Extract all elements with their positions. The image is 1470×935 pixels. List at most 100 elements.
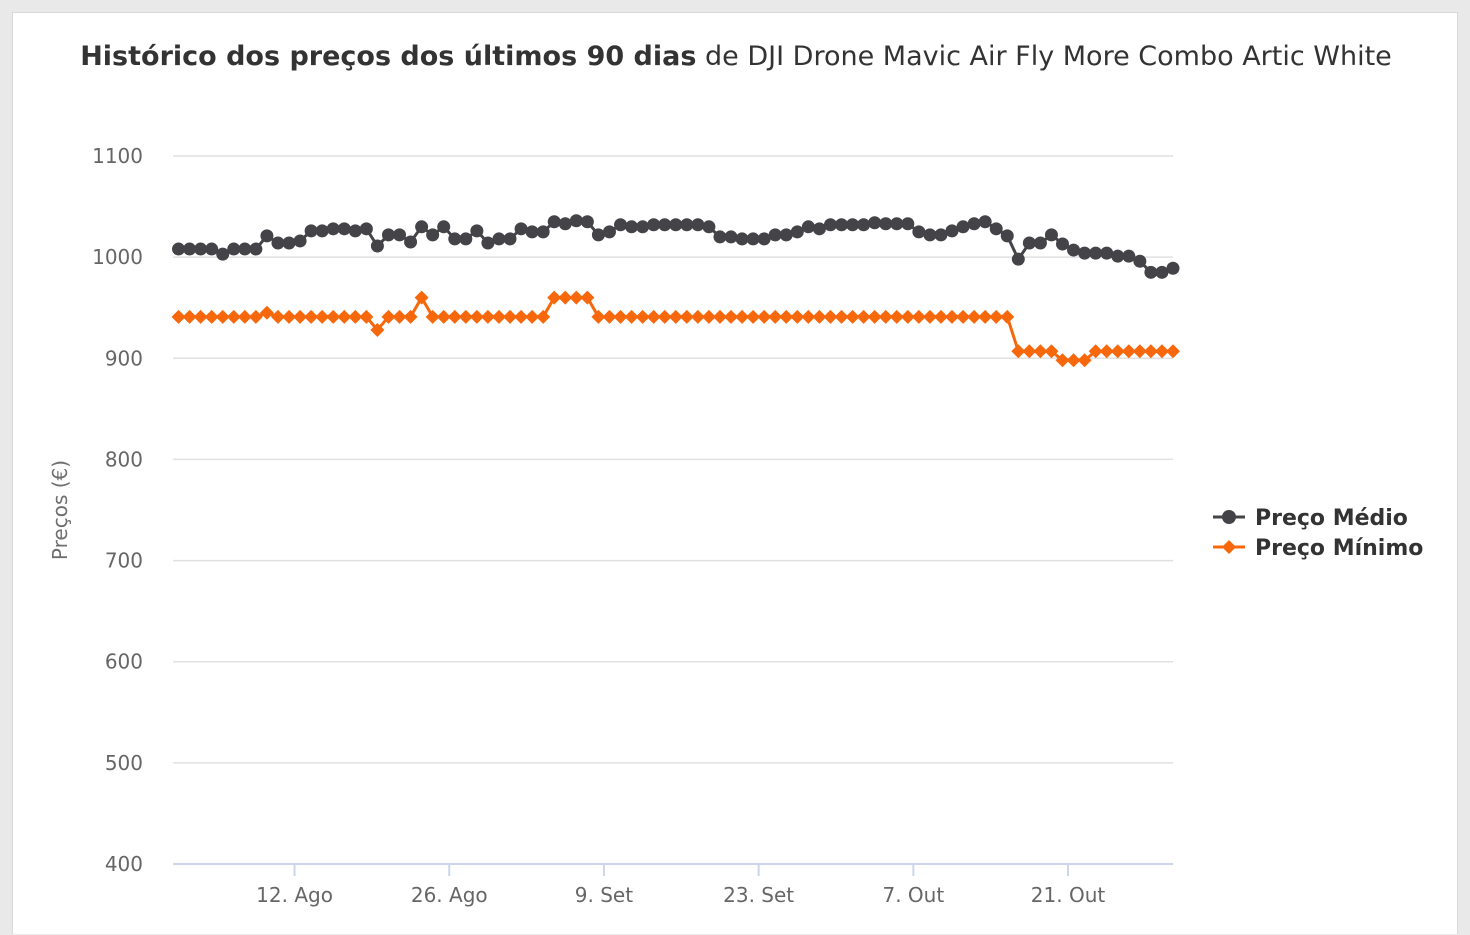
data-point-preco-minimo[interactable] bbox=[646, 309, 661, 324]
data-point-preco-minimo[interactable] bbox=[1055, 353, 1070, 368]
data-point-preco-medio[interactable] bbox=[790, 225, 804, 239]
legend-label-preco-minimo[interactable]: Preço Mínimo bbox=[1255, 536, 1423, 561]
data-point-preco-minimo[interactable] bbox=[193, 309, 208, 324]
data-point-preco-minimo[interactable] bbox=[878, 309, 893, 324]
data-point-preco-medio[interactable] bbox=[525, 225, 539, 239]
data-point-preco-minimo[interactable] bbox=[503, 309, 518, 324]
data-point-preco-minimo[interactable] bbox=[370, 322, 385, 337]
data-point-preco-minimo[interactable] bbox=[967, 309, 982, 324]
data-point-preco-medio[interactable] bbox=[989, 222, 1003, 236]
data-point-preco-medio[interactable] bbox=[337, 222, 351, 236]
data-point-preco-medio[interactable] bbox=[956, 220, 970, 234]
data-point-preco-medio[interactable] bbox=[205, 242, 219, 256]
data-point-preco-medio[interactable] bbox=[536, 225, 550, 239]
data-point-preco-medio[interactable] bbox=[216, 247, 230, 261]
data-point-preco-medio[interactable] bbox=[702, 220, 716, 234]
data-point-preco-medio[interactable] bbox=[625, 220, 639, 234]
data-point-preco-medio[interactable] bbox=[370, 239, 384, 253]
data-point-preco-minimo[interactable] bbox=[425, 309, 440, 324]
data-point-preco-medio[interactable] bbox=[823, 218, 837, 232]
data-point-preco-medio[interactable] bbox=[901, 217, 915, 231]
data-point-preco-medio[interactable] bbox=[879, 217, 893, 231]
data-point-preco-minimo[interactable] bbox=[668, 309, 683, 324]
data-point-preco-medio[interactable] bbox=[492, 232, 506, 246]
data-point-preco-minimo[interactable] bbox=[712, 309, 727, 324]
data-point-preco-medio[interactable] bbox=[912, 225, 926, 239]
data-point-preco-minimo[interactable] bbox=[978, 309, 993, 324]
legend-marker-preco-minimo[interactable] bbox=[1222, 540, 1236, 554]
data-point-preco-minimo[interactable] bbox=[768, 309, 783, 324]
data-point-preco-medio[interactable] bbox=[1111, 249, 1125, 263]
data-point-preco-minimo[interactable] bbox=[204, 309, 219, 324]
data-point-preco-minimo[interactable] bbox=[337, 309, 352, 324]
data-point-preco-medio[interactable] bbox=[448, 232, 462, 246]
data-point-preco-minimo[interactable] bbox=[1154, 344, 1169, 359]
data-point-preco-minimo[interactable] bbox=[293, 309, 308, 324]
data-point-preco-medio[interactable] bbox=[348, 224, 362, 238]
data-point-preco-medio[interactable] bbox=[381, 228, 395, 242]
data-point-preco-medio[interactable] bbox=[503, 232, 517, 246]
data-point-preco-medio[interactable] bbox=[1000, 229, 1014, 243]
data-point-preco-medio[interactable] bbox=[735, 232, 749, 246]
data-point-preco-minimo[interactable] bbox=[326, 309, 341, 324]
data-point-preco-medio[interactable] bbox=[304, 224, 318, 238]
data-point-preco-minimo[interactable] bbox=[701, 309, 716, 324]
data-point-preco-medio[interactable] bbox=[779, 228, 793, 242]
data-point-preco-medio[interactable] bbox=[172, 242, 186, 256]
data-point-preco-minimo[interactable] bbox=[436, 309, 451, 324]
data-point-preco-minimo[interactable] bbox=[790, 309, 805, 324]
data-point-preco-minimo[interactable] bbox=[757, 309, 772, 324]
data-point-preco-medio[interactable] bbox=[271, 236, 285, 250]
data-point-preco-medio[interactable] bbox=[768, 228, 782, 242]
data-point-preco-minimo[interactable] bbox=[779, 309, 794, 324]
data-point-preco-medio[interactable] bbox=[835, 218, 849, 232]
data-point-preco-minimo[interactable] bbox=[348, 309, 363, 324]
data-point-preco-medio[interactable] bbox=[558, 217, 572, 231]
data-point-preco-minimo[interactable] bbox=[215, 309, 230, 324]
data-point-preco-minimo[interactable] bbox=[315, 309, 330, 324]
data-point-preco-minimo[interactable] bbox=[414, 290, 429, 305]
data-point-preco-minimo[interactable] bbox=[933, 309, 948, 324]
data-point-preco-medio[interactable] bbox=[967, 217, 981, 231]
data-point-preco-medio[interactable] bbox=[459, 232, 473, 246]
data-point-preco-minimo[interactable] bbox=[602, 309, 617, 324]
data-point-preco-medio[interactable] bbox=[978, 215, 992, 229]
data-point-preco-medio[interactable] bbox=[1056, 237, 1070, 251]
data-point-preco-minimo[interactable] bbox=[911, 309, 926, 324]
data-point-preco-medio[interactable] bbox=[1044, 228, 1058, 242]
data-point-preco-medio[interactable] bbox=[1067, 243, 1081, 257]
data-point-preco-minimo[interactable] bbox=[569, 290, 584, 305]
data-point-preco-minimo[interactable] bbox=[1044, 344, 1059, 359]
data-point-preco-minimo[interactable] bbox=[812, 309, 827, 324]
data-point-preco-medio[interactable] bbox=[404, 235, 418, 249]
data-point-preco-medio[interactable] bbox=[868, 216, 882, 230]
data-point-preco-minimo[interactable] bbox=[491, 309, 506, 324]
data-point-preco-minimo[interactable] bbox=[613, 309, 628, 324]
data-point-preco-medio[interactable] bbox=[293, 234, 307, 248]
data-point-preco-minimo[interactable] bbox=[1011, 344, 1026, 359]
data-point-preco-medio[interactable] bbox=[614, 218, 628, 232]
data-point-preco-medio[interactable] bbox=[801, 220, 815, 234]
data-point-preco-medio[interactable] bbox=[680, 218, 694, 232]
data-point-preco-minimo[interactable] bbox=[746, 309, 761, 324]
data-point-preco-medio[interactable] bbox=[923, 228, 937, 242]
data-point-preco-medio[interactable] bbox=[724, 230, 738, 244]
data-point-preco-minimo[interactable] bbox=[922, 309, 937, 324]
data-point-preco-minimo[interactable] bbox=[381, 309, 396, 324]
data-point-preco-medio[interactable] bbox=[315, 224, 329, 238]
data-point-preco-minimo[interactable] bbox=[514, 309, 529, 324]
data-point-preco-medio[interactable] bbox=[812, 222, 826, 236]
data-point-preco-minimo[interactable] bbox=[392, 309, 407, 324]
data-point-preco-medio[interactable] bbox=[1022, 236, 1036, 250]
data-point-preco-medio[interactable] bbox=[470, 224, 484, 238]
data-point-preco-minimo[interactable] bbox=[547, 290, 562, 305]
data-point-preco-medio[interactable] bbox=[415, 220, 429, 234]
data-point-preco-minimo[interactable] bbox=[724, 309, 739, 324]
data-point-preco-medio[interactable] bbox=[183, 242, 197, 256]
data-point-preco-minimo[interactable] bbox=[956, 309, 971, 324]
data-point-preco-medio[interactable] bbox=[1033, 236, 1047, 250]
data-point-preco-minimo[interactable] bbox=[735, 309, 750, 324]
legend-label-preco-medio[interactable]: Preço Médio bbox=[1255, 506, 1408, 531]
data-point-preco-minimo[interactable] bbox=[458, 309, 473, 324]
data-point-preco-medio[interactable] bbox=[746, 232, 760, 246]
